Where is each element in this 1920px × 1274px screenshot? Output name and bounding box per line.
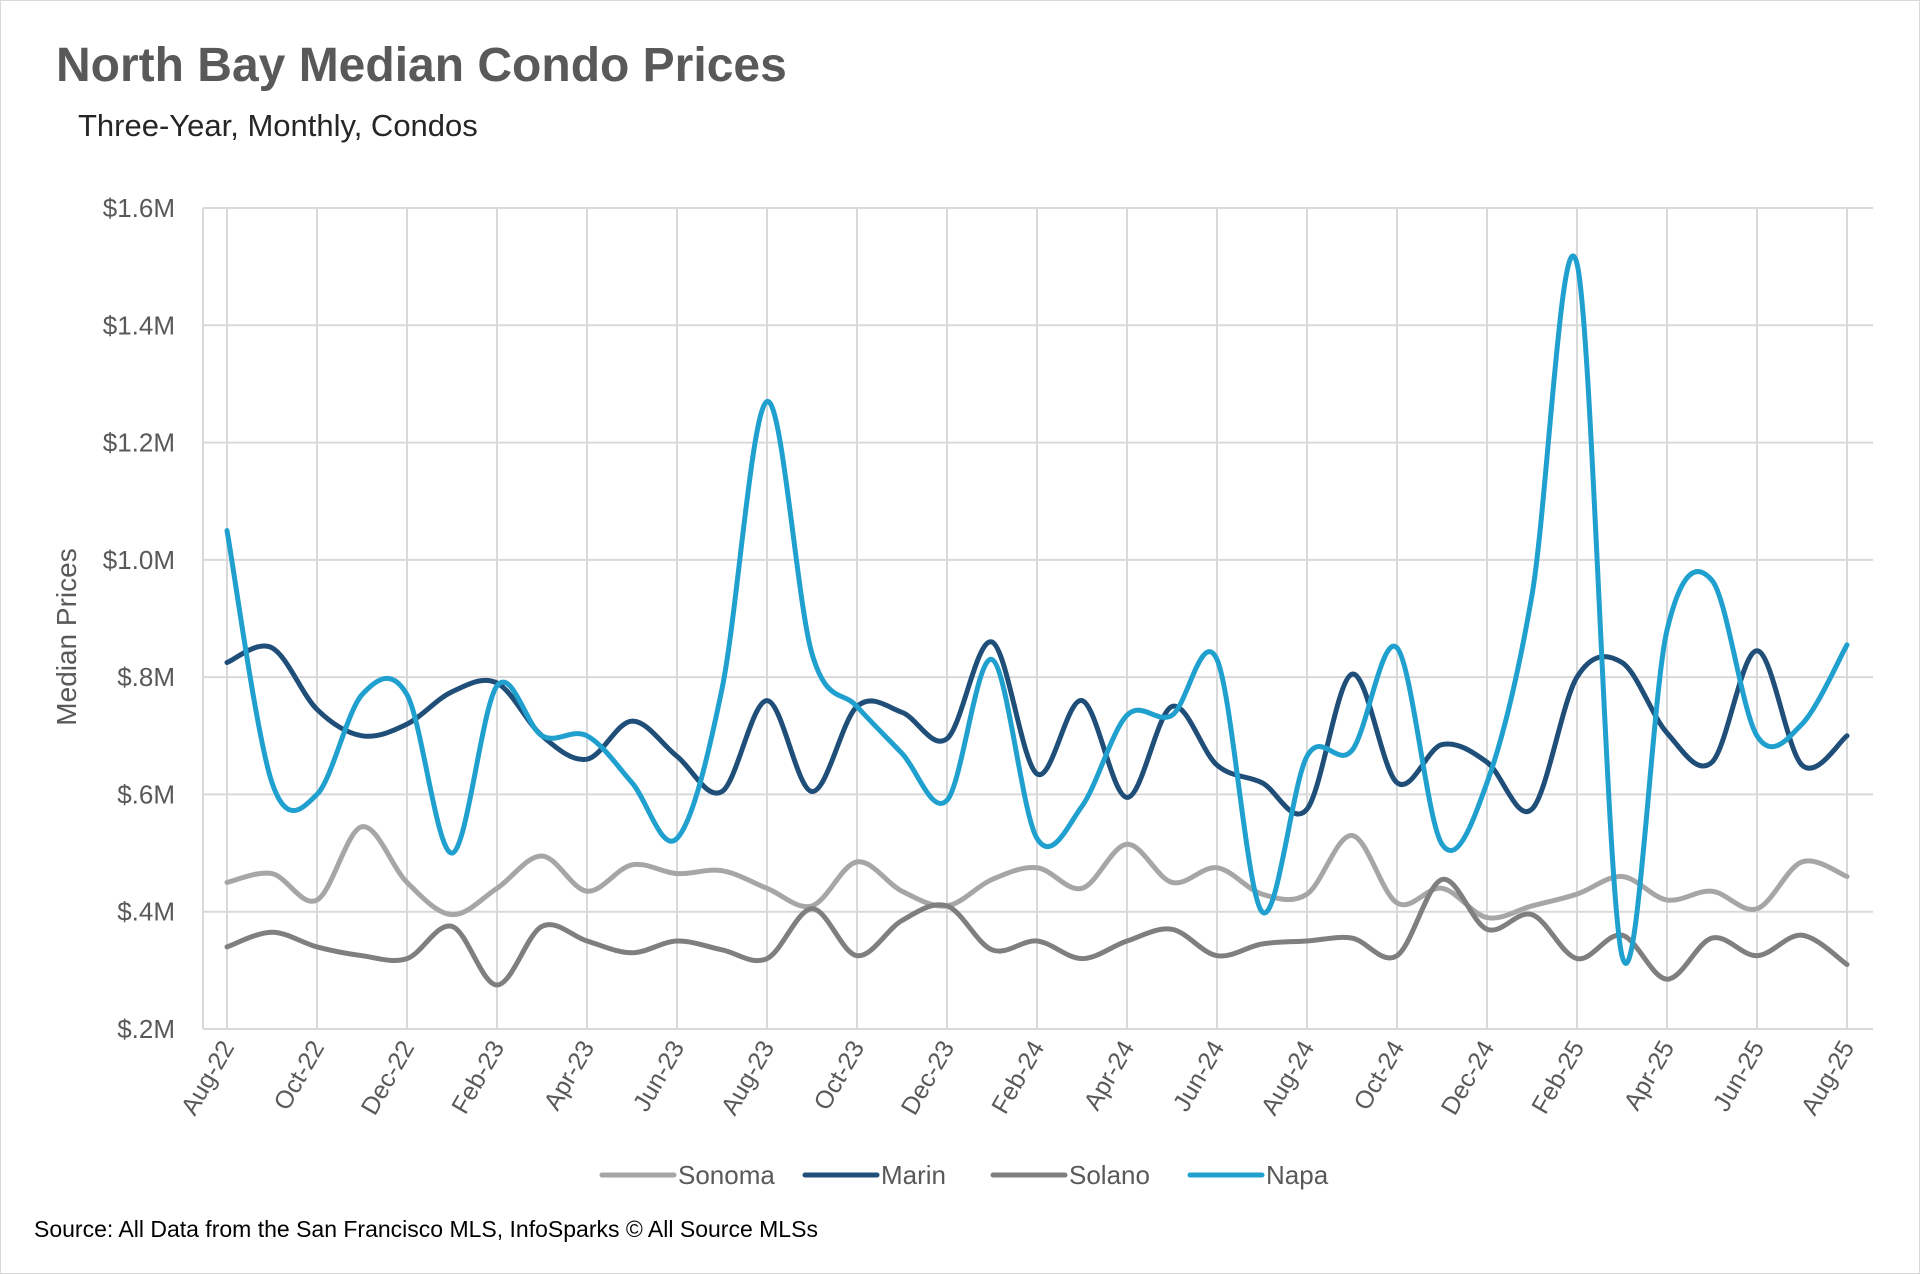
y-tick-label: $.2M [117,1014,175,1044]
x-tick-label: Dec-22 [356,1036,421,1120]
x-tick-label: Apr-23 [538,1036,600,1115]
legend-label-sonoma: Sonoma [678,1160,775,1190]
source-note: Source: All Data from the San Francisco … [34,1216,818,1242]
x-tick-label: Feb-24 [986,1036,1050,1119]
x-tick-label: Apr-24 [1078,1036,1140,1115]
series-lines [224,253,1850,988]
gridlines [202,207,1873,1030]
x-tick-label: Dec-23 [896,1036,961,1120]
y-tick-label: $.4M [117,897,175,927]
x-tick-label: Oct-23 [808,1036,870,1115]
y-tick-label: $1.6M [103,193,175,223]
chart-subtitle: Three-Year, Monthly, Condos [78,108,478,143]
x-tick-label: Aug-22 [176,1036,241,1120]
y-tick-label: $.6M [117,779,175,809]
legend-label-solano: Solano [1069,1160,1150,1190]
x-tick-label: Apr-25 [1618,1036,1680,1115]
x-tick-label: Aug-25 [1796,1036,1861,1120]
y-tick-label: $1.0M [103,545,175,575]
legend: Sonoma Marin Solano Napa [599,1160,1329,1190]
x-tick-label: Dec-24 [1436,1036,1501,1120]
y-tick-label: $1.2M [103,428,175,458]
x-tick-label: Jun-24 [1168,1036,1231,1116]
x-tick-label: Oct-24 [1348,1036,1410,1115]
x-tick-label: Jun-25 [1708,1036,1770,1116]
y-axis-ticks: $.2M $.4M $.6M $.8M $1.0M $1.2M $1.4M $1.6M [103,193,175,1044]
y-tick-label: $.8M [117,662,175,692]
x-axis-ticks: Aug-22 Oct-22 Dec-22 Feb-23 Apr-23 Jun-23 Aug-… [176,1036,1861,1120]
series-line-sonoma [224,824,1850,921]
x-tick-label: Aug-24 [1256,1036,1321,1120]
y-axis-title: Median Prices [51,548,82,725]
x-tick-label: Jun-23 [628,1036,690,1116]
x-tick-label: Feb-25 [1526,1036,1590,1119]
series-line-solano [224,876,1850,988]
x-tick-label: Aug-23 [716,1036,781,1120]
chart-title: North Bay Median Condo Prices [56,39,787,92]
x-tick-label: Feb-23 [446,1036,510,1119]
y-tick-label: $1.4M [103,310,175,340]
legend-label-marin: Marin [881,1160,946,1190]
x-tick-label: Oct-22 [268,1036,330,1115]
series-line-napa [224,253,1850,966]
legend-label-napa: Napa [1266,1160,1329,1190]
